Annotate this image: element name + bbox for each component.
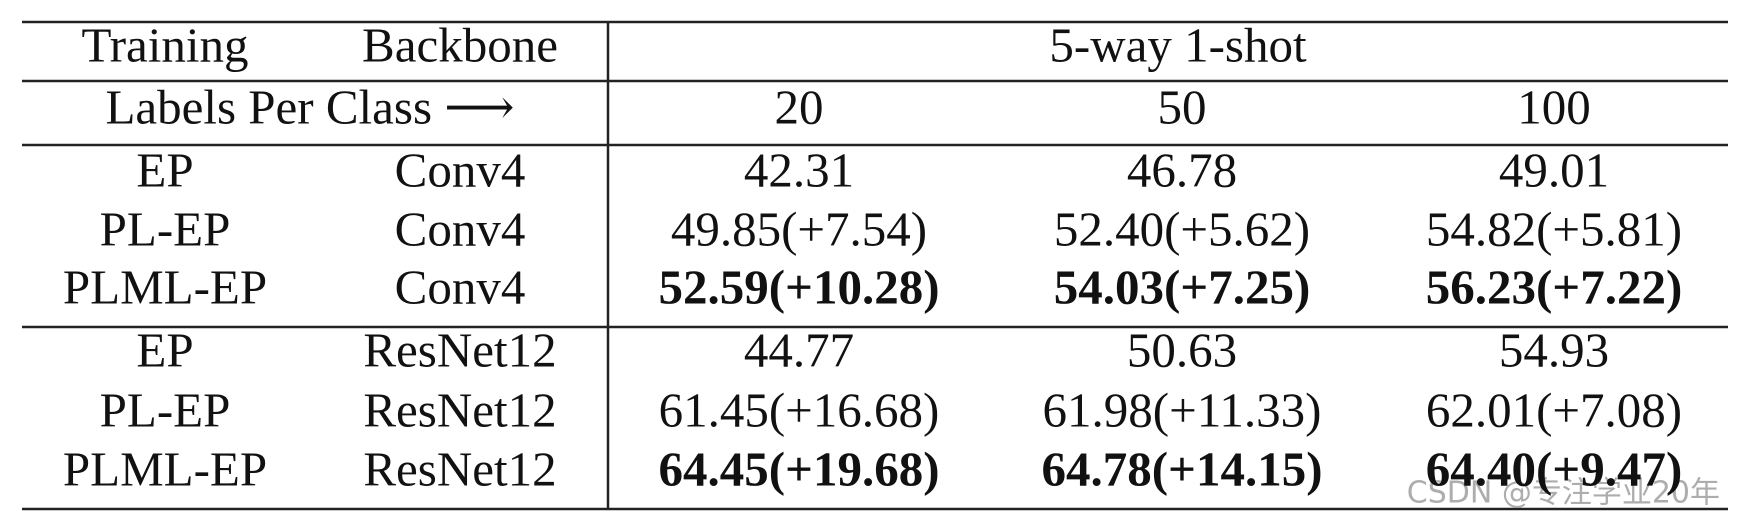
value-cell: 61.45(+16.68)	[659, 382, 940, 437]
value-cell: 49.01	[1499, 142, 1609, 197]
column-header: 50	[1158, 79, 1207, 134]
header-training: Training	[81, 17, 248, 72]
value-cell: 64.40(+9.47)	[1426, 441, 1683, 496]
header-backbone: Backbone	[362, 17, 558, 72]
header-setting: 5-way 1-shot	[1049, 17, 1307, 72]
header-labels: Labels Per Class ⟶	[105, 79, 514, 134]
column-header: 20	[775, 79, 824, 134]
value-cell: 61.98(+11.33)	[1043, 382, 1322, 437]
method-cell: PL-EP	[100, 382, 231, 437]
method-cell: EP	[136, 142, 193, 197]
value-cell: 64.45(+19.68)	[658, 441, 939, 496]
value-cell: 56.23(+7.22)	[1426, 259, 1683, 314]
value-cell: 44.77	[744, 322, 854, 377]
value-cell: 54.03(+7.25)	[1054, 259, 1311, 314]
backbone-cell: ResNet12	[363, 382, 556, 437]
value-cell: 46.78	[1127, 142, 1237, 197]
method-cell: PLML-EP	[63, 441, 267, 496]
value-cell: 50.63	[1127, 322, 1237, 377]
value-cell: 52.40(+5.62)	[1054, 201, 1310, 256]
value-cell: 54.93	[1499, 322, 1609, 377]
backbone-cell: ResNet12	[363, 441, 556, 496]
method-cell: EP	[136, 322, 193, 377]
value-cell: 52.59(+10.28)	[658, 259, 939, 314]
value-cell: 49.85(+7.54)	[671, 201, 927, 256]
backbone-cell: Conv4	[395, 259, 526, 314]
backbone-cell: ResNet12	[363, 322, 556, 377]
value-cell: 42.31	[744, 142, 854, 197]
method-cell: PL-EP	[100, 201, 231, 256]
method-cell: PLML-EP	[63, 259, 267, 314]
value-cell: 62.01(+7.08)	[1426, 382, 1682, 437]
value-cell: 54.82(+5.81)	[1426, 201, 1682, 256]
value-cell: 64.78(+14.15)	[1041, 441, 1322, 496]
watermark: CSDN @专注学业20年	[1407, 476, 1720, 511]
backbone-cell: Conv4	[395, 142, 526, 197]
backbone-cell: Conv4	[395, 201, 526, 256]
column-header: 100	[1517, 79, 1591, 134]
